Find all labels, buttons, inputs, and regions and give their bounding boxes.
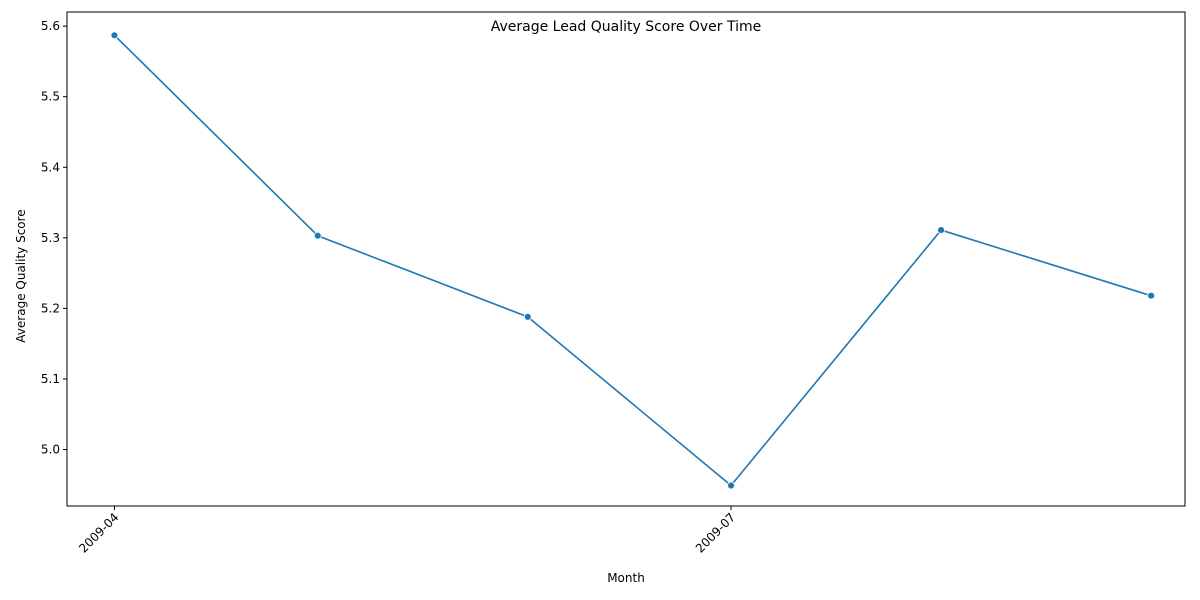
y-tick-label: 5.6 [41, 19, 60, 33]
plot-frame [66, 11, 1186, 507]
data-point [937, 226, 945, 234]
y-tick-label: 5.2 [41, 301, 60, 315]
y-tick-label: 5.3 [41, 231, 60, 245]
y-tick-label: 5.5 [41, 90, 60, 104]
data-point [313, 231, 322, 240]
data-point [110, 31, 119, 40]
data-point [1147, 291, 1156, 300]
y-tick-label: 5.0 [41, 443, 60, 457]
chart-title: Average Lead Quality Score Over Time [491, 19, 762, 35]
series-line [113, 34, 1152, 487]
data-point [523, 312, 532, 321]
y-tick-label: 5.1 [41, 372, 60, 386]
x-axis-title: Month [607, 571, 645, 585]
y-axis: 5.0 5.1 5.2 5.3 5.4 5.5 5.6 [41, 19, 67, 457]
y-tick-label: 5.4 [41, 160, 60, 174]
y-axis-title: Average Quality Score [14, 209, 28, 342]
series-layer [110, 31, 1156, 490]
data-point [727, 481, 735, 490]
